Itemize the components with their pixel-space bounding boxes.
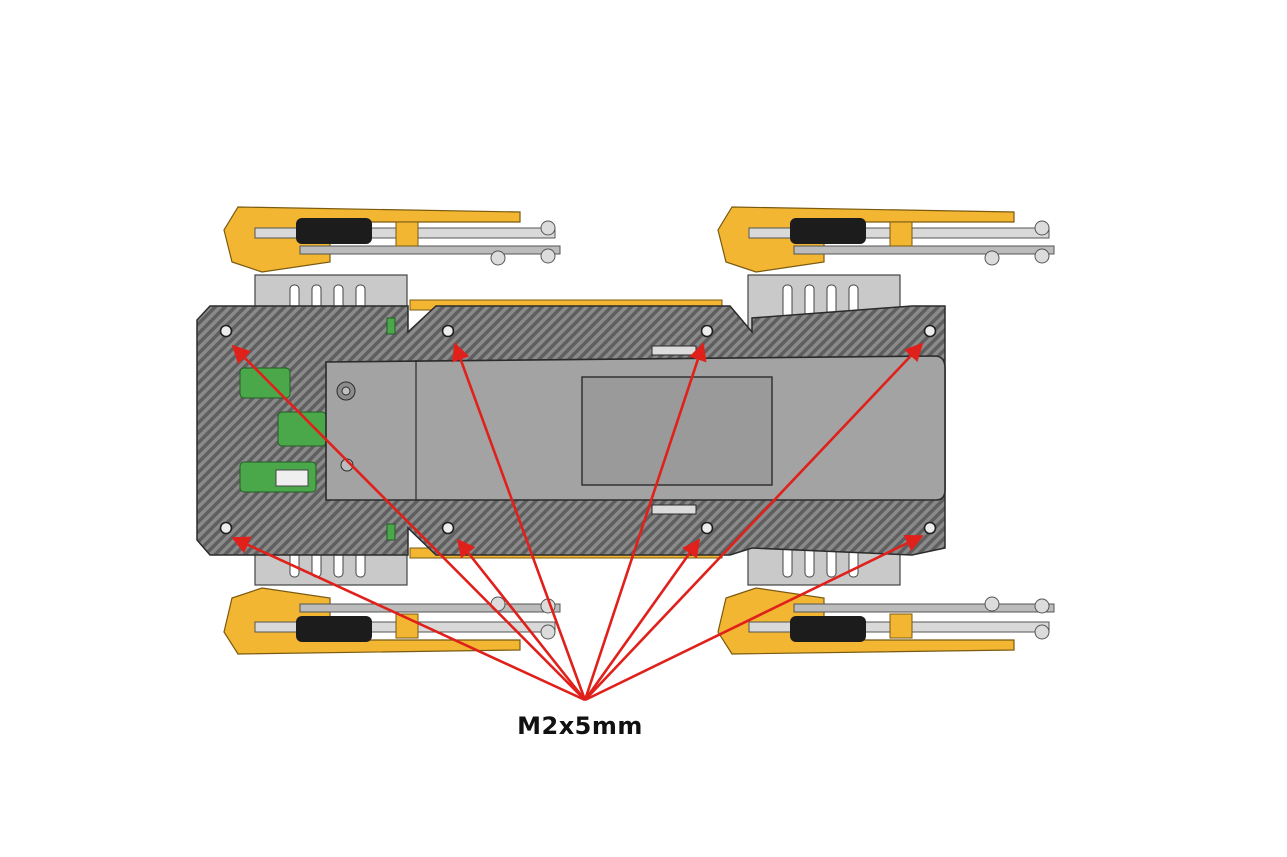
wheel <box>790 616 866 642</box>
servo-rod <box>299 603 561 613</box>
pcb-strip <box>386 317 396 335</box>
connector <box>275 469 309 487</box>
servo-rod <box>299 245 561 255</box>
wheel-module-top-right <box>717 206 1055 273</box>
battery-display-window <box>581 376 773 486</box>
nut <box>490 250 506 266</box>
screw-head <box>889 613 913 639</box>
nut <box>540 624 556 640</box>
wheel <box>296 218 372 244</box>
nut <box>1034 220 1050 236</box>
wheel <box>790 218 866 244</box>
nut <box>540 220 556 236</box>
yellow-bracket <box>223 587 521 655</box>
screw-hole <box>700 521 714 535</box>
screw-hole <box>923 324 937 338</box>
pcb-strip <box>386 523 396 541</box>
vent-slots <box>651 504 697 515</box>
callout-arrow <box>584 342 924 701</box>
screw-head <box>889 221 913 247</box>
callout-arrow <box>584 534 924 702</box>
nut <box>1034 248 1050 264</box>
screw-spec-label: M2x5mm <box>517 712 643 740</box>
screw-hole <box>700 324 714 338</box>
wheel-module-top-left <box>223 206 561 273</box>
nut <box>1034 598 1050 614</box>
callout-arrows <box>231 342 924 702</box>
yellow-bracket <box>717 587 1015 655</box>
battery-pack <box>325 345 946 515</box>
callout-arrow <box>231 536 586 702</box>
yellow-bracket <box>223 206 521 273</box>
screw-hole <box>219 324 233 338</box>
callout-arrow <box>231 344 586 701</box>
screw-hole <box>923 521 937 535</box>
callout-arrow <box>452 342 587 701</box>
screw-hole <box>219 521 233 535</box>
wheel-module-bottom-right <box>717 587 1055 655</box>
callout-arrow <box>456 538 587 701</box>
screw-hole <box>441 521 455 535</box>
servo-rod <box>793 603 1055 613</box>
yellow-bracket <box>717 206 1015 273</box>
servo-rod <box>793 245 1055 255</box>
vent-slots <box>651 345 697 356</box>
nut <box>984 596 1000 612</box>
wheel-module-bottom-left <box>223 587 561 655</box>
pcb-board <box>239 367 291 399</box>
nut <box>1034 624 1050 640</box>
screw-hole <box>441 324 455 338</box>
wheel <box>296 616 372 642</box>
callout-arrow <box>583 342 707 701</box>
screw-holes <box>219 324 937 535</box>
nut <box>540 248 556 264</box>
callout-arrow <box>583 538 701 701</box>
nut <box>984 250 1000 266</box>
screw-head <box>395 221 419 247</box>
